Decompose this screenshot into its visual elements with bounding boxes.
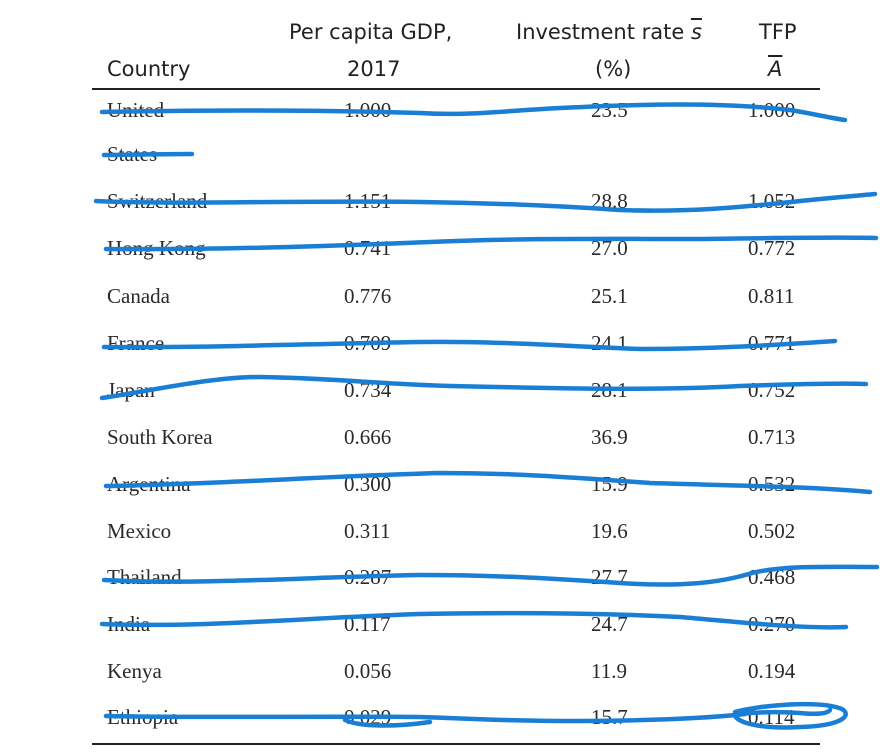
row-9-tfp: 0.468	[748, 565, 796, 589]
row-4-invest: 24.1	[591, 331, 628, 355]
row-10-country: India	[107, 612, 151, 636]
header-investment-symbol: s	[690, 20, 702, 44]
row-11-tfp: 0.194	[748, 659, 796, 683]
row-10-invest: 24.7	[591, 612, 628, 636]
row-3-gdp: 0.776	[344, 284, 392, 308]
strike-india	[99, 610, 849, 630]
row-1-country: Switzerland	[107, 189, 208, 213]
row-10-gdp: 0.117	[344, 612, 391, 636]
row-6-invest: 36.9	[591, 425, 628, 449]
row-1-invest: 28.8	[591, 189, 628, 213]
row-6-country: South Korea	[107, 425, 213, 449]
row-8-gdp: 0.311	[344, 519, 391, 543]
row-5-invest: 28.1	[591, 378, 628, 402]
row-3-country: Canada	[107, 284, 170, 308]
row-5-country: Japan	[107, 378, 155, 402]
row-2-invest: 27.0	[591, 236, 628, 260]
row-1-tfp: 1.052	[748, 189, 796, 213]
row-3-tfp: 0.811	[748, 284, 795, 308]
row-2-country: Hong Kong	[107, 236, 206, 260]
header-investment-line2: (%)	[595, 57, 632, 81]
row-8-tfp: 0.502	[748, 519, 796, 543]
row-5-tfp: 0.752	[748, 378, 796, 402]
row-12-invest: 15.7	[591, 705, 628, 729]
row-0-gdp: 1.000	[344, 98, 392, 122]
row-12-gdp: 0.029	[344, 705, 392, 729]
row-2-tfp: 0.772	[748, 236, 796, 260]
row-8-country: Mexico	[107, 519, 172, 543]
strike-united-states	[99, 102, 848, 123]
row-9-country: Thailand	[107, 565, 182, 589]
row-0-country: United	[107, 98, 165, 122]
row-4-gdp: 0.709	[344, 331, 392, 355]
row-1-gdp: 1.151	[344, 189, 392, 213]
header-tfp-line1: TFP	[759, 20, 797, 44]
row-5-gdp: 0.734	[344, 378, 392, 402]
header-tfp-symbol: A	[768, 57, 783, 81]
row-7-tfp: 0.532	[748, 472, 796, 496]
header-investment-text: Investment rate	[516, 20, 691, 44]
row-11-country: Kenya	[107, 659, 162, 683]
bottom-rule	[92, 743, 820, 745]
row-8-invest: 19.6	[591, 519, 628, 543]
row-9-invest: 27.7	[591, 565, 628, 589]
header-gdp-line2: 2017	[347, 57, 401, 81]
row-7-country: Argentina	[107, 472, 191, 496]
row-0-tfp: 1.000	[748, 98, 796, 122]
strike-ethiopia	[103, 711, 748, 724]
row-11-invest: 11.9	[591, 659, 627, 683]
row-7-gdp: 0.300	[344, 472, 392, 496]
row-2-gdp: 0.741	[344, 236, 392, 260]
header-rule	[92, 88, 820, 90]
row-4-tfp: 0.771	[748, 331, 796, 355]
row-7-invest: 15.9	[591, 472, 628, 496]
row-10-tfp: 0.270	[748, 612, 796, 636]
header-gdp-line1: Per capita GDP,	[289, 20, 453, 44]
row-6-tfp: 0.713	[748, 425, 796, 449]
row-9-gdp: 0.287	[344, 565, 392, 589]
row-12-country: Ethiopia	[107, 705, 179, 729]
row-12-tfp: 0.114	[748, 705, 795, 729]
header-investment-line1: Investment rate s	[516, 22, 702, 43]
row-0-country-cont: States	[107, 142, 158, 166]
row-0-invest: 23.5	[591, 98, 628, 122]
row-6-gdp: 0.666	[344, 425, 392, 449]
row-11-gdp: 0.056	[344, 659, 392, 683]
row-4-country: France	[107, 331, 165, 355]
strike-france	[101, 338, 838, 352]
header-country: Country	[107, 57, 191, 81]
row-3-invest: 25.1	[591, 284, 628, 308]
